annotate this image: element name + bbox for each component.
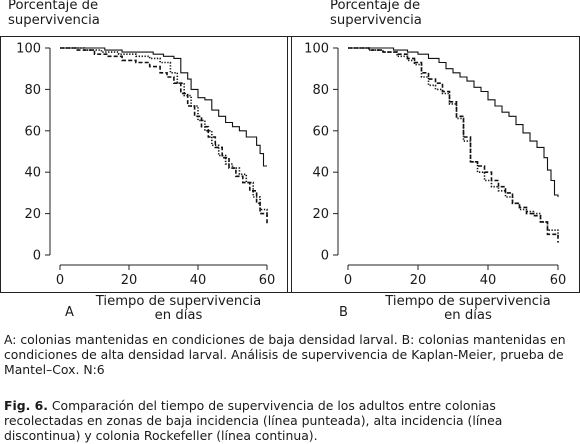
- survival-curve-dotted: [60, 47, 268, 218]
- x-axis-label: Tiempo de supervivencia: [384, 294, 550, 309]
- y-axis-label: Porcentaje de: [330, 0, 420, 13]
- y-tick-label: 80: [24, 83, 41, 98]
- x-tick-label: 20: [121, 273, 138, 288]
- y-axis-label: supervivencia: [330, 13, 422, 28]
- y-tick-label: 40: [24, 166, 41, 181]
- y-tick-label: 60: [24, 124, 41, 139]
- x-tick-label: 20: [410, 273, 427, 288]
- x-tick-label: 40: [480, 273, 497, 288]
- panel-caption: A: colonias mantenidas en condiciones de…: [4, 332, 566, 377]
- x-tick-label: 60: [259, 273, 276, 288]
- y-tick-label: 20: [312, 207, 329, 222]
- x-axis-label: Tiempo de supervivencia: [95, 294, 261, 309]
- survival-curve-dotted: [348, 47, 559, 239]
- survival-curve-dashed: [60, 47, 268, 224]
- survival-curve-dashed: [348, 47, 559, 243]
- survival-curve-solid: [348, 47, 559, 197]
- y-tick-label: 60: [312, 124, 329, 139]
- panel-label: A: [65, 305, 74, 320]
- x-axis-label: en días: [155, 307, 203, 323]
- panel-frame: [0, 36, 292, 293]
- y-tick-label: 100: [16, 42, 41, 57]
- figure-caption: Fig. 6. Comparación del tiempo de superv…: [4, 398, 578, 443]
- y-tick-label: 40: [312, 166, 329, 181]
- x-axis-label: en días: [444, 307, 492, 323]
- y-tick-label: 0: [321, 249, 329, 264]
- survival-curve-solid: [60, 47, 267, 167]
- x-tick-label: 0: [56, 273, 64, 288]
- y-axis-label: supervivencia: [8, 13, 100, 28]
- x-tick-label: 0: [344, 273, 352, 288]
- y-axis-label: Porcentaje de: [8, 0, 98, 13]
- figure-caption-text: Comparación del tiempo de supervivencia …: [4, 398, 503, 443]
- y-tick-label: 0: [33, 249, 41, 264]
- x-tick-label: 40: [190, 273, 207, 288]
- panel-label: B: [339, 305, 348, 320]
- y-tick-label: 100: [304, 42, 329, 57]
- x-tick-label: 60: [550, 273, 567, 288]
- y-tick-label: 80: [312, 83, 329, 98]
- figure-label: Fig. 6.: [4, 398, 48, 413]
- y-tick-label: 20: [24, 207, 41, 222]
- panel-frame: [287, 36, 580, 293]
